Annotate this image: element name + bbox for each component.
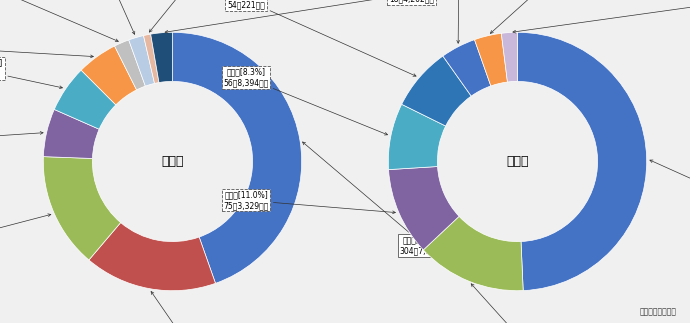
- Text: 土木費[7.9%]
54億221万円: 土木費[7.9%] 54億221万円: [226, 0, 416, 76]
- Text: 公債費[4.4%]
30億363万円: 公債費[4.4%] 30億363万円: [440, 0, 479, 43]
- Text: 市　税[44.6%]
304億7,582万円: 市 税[44.6%] 304億7,582万円: [302, 142, 449, 255]
- Wedge shape: [388, 167, 459, 250]
- Text: ［］内は構成比率: ［］内は構成比率: [639, 307, 676, 317]
- Text: 歳　出: 歳 出: [506, 155, 529, 168]
- Wedge shape: [518, 32, 647, 291]
- Text: 消防費[3.4%]
23億1,094万円: 消防費[3.4%] 23億1,094万円: [491, 0, 644, 33]
- Wedge shape: [115, 40, 146, 90]
- Text: 地方交付税[0.9%]
6億1,700万円: 地方交付税[0.9%] 6億1,700万円: [149, 0, 268, 32]
- Wedge shape: [443, 40, 491, 96]
- Text: その他[2.7%]
18億4,202万円: その他[2.7%] 18億4,202万円: [165, 0, 434, 33]
- Text: 歳　入: 歳 入: [161, 155, 184, 168]
- Wedge shape: [43, 109, 99, 159]
- Wedge shape: [55, 70, 116, 129]
- Wedge shape: [89, 223, 215, 291]
- Text: 市債[5.1%]
34億9,040万円: 市債[5.1%] 34億9,040万円: [0, 36, 93, 58]
- Wedge shape: [475, 33, 507, 86]
- Text: 使用料及び手数料[1.9%]
13億2,487万円: 使用料及び手数料[1.9%] 13億2,487万円: [0, 0, 118, 42]
- Wedge shape: [43, 157, 121, 260]
- Wedge shape: [129, 36, 155, 86]
- Text: 衛生費[8.3%]
56億8,394万円: 衛生費[8.3%] 56億8,394万円: [224, 68, 388, 135]
- Wedge shape: [81, 46, 137, 105]
- Text: 諸収入[1.9%]
13億759万円: 諸収入[1.9%] 13億759万円: [63, 0, 135, 34]
- Wedge shape: [424, 216, 523, 291]
- Text: その他[2.0%]
13億5,211万円: その他[2.0%] 13億5,211万円: [513, 0, 690, 33]
- Text: 総務費[11.0%]
75億3,329万円: 総務費[11.0%] 75億3,329万円: [224, 191, 395, 214]
- Text: 都支出金[14.4%]
98億1,278万円: 都支出金[14.4%] 98億1,278万円: [0, 214, 51, 262]
- Wedge shape: [502, 32, 518, 82]
- Text: 地方消費税交付金[5.9%]
40億2,500万円: 地方消費税交付金[5.9%] 40億2,500万円: [0, 59, 62, 89]
- Wedge shape: [172, 32, 302, 283]
- Wedge shape: [144, 34, 159, 83]
- Wedge shape: [402, 56, 471, 126]
- Wedge shape: [388, 104, 446, 170]
- Text: 繰入金[6.0%]
40億7,136万円: 繰入金[6.0%] 40億7,136万円: [0, 131, 43, 152]
- Text: 国庫支出金[16.6%]
113億3,316万円: 国庫支出金[16.6%] 113億3,316万円: [151, 291, 257, 323]
- Text: 教育費[13.7%]
93億7,450万円: 教育費[13.7%] 93億7,450万円: [471, 284, 605, 323]
- Text: 民生費[49.3%]
336億3,938万円: 民生費[49.3%] 336億3,938万円: [650, 160, 690, 229]
- Wedge shape: [150, 32, 172, 83]
